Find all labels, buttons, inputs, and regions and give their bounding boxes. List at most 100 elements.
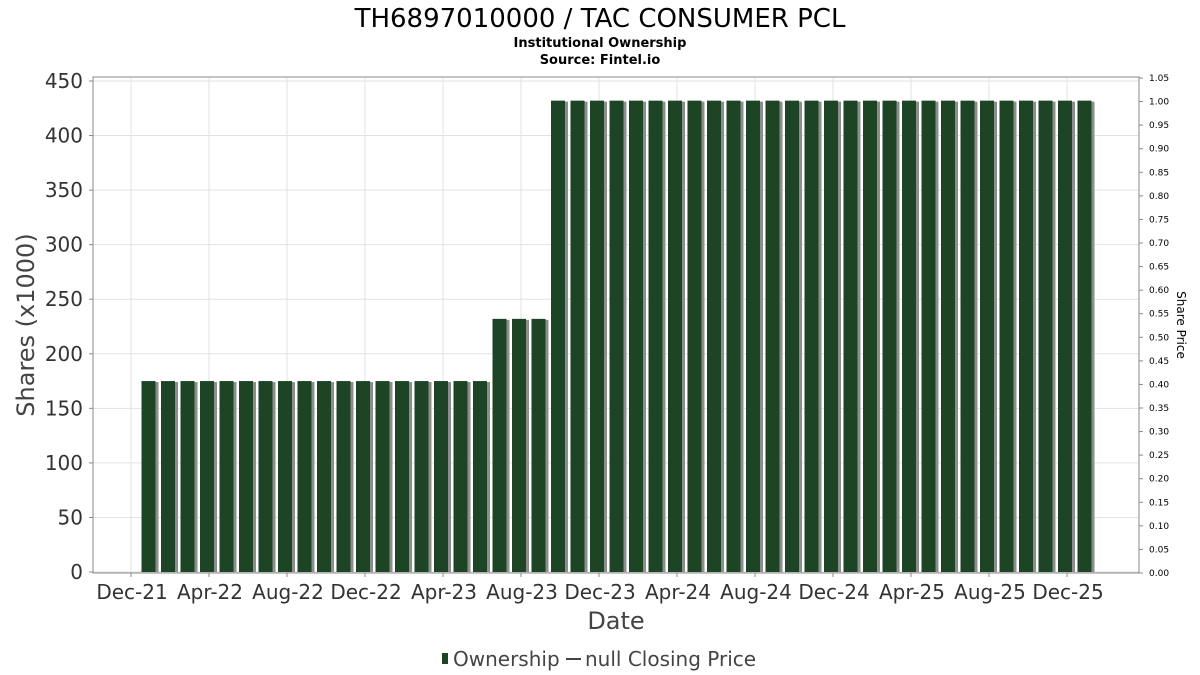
y-tick-label: 300 <box>45 233 83 257</box>
bar-fill <box>824 100 838 572</box>
y2-tick-label: 1.00 <box>1149 98 1169 108</box>
x-tick-label: Apr-24 <box>645 580 711 604</box>
bar-fill <box>531 318 546 572</box>
ownership-bar <box>999 100 1017 572</box>
y-tick-label: 400 <box>45 124 83 148</box>
ownership-bar <box>239 381 256 572</box>
bar-fill <box>687 100 702 572</box>
x-tick-label: Dec-22 <box>330 580 401 604</box>
bar-fill <box>258 381 273 572</box>
ownership-bar <box>609 100 627 572</box>
x-tick-label: Aug-25 <box>954 580 1026 604</box>
ownership-bar <box>804 100 822 572</box>
y2-tick-label: 0.80 <box>1149 192 1169 202</box>
y-axis-label: Shares (x1000) <box>12 233 40 416</box>
legend-ownership-label: Ownership <box>453 647 560 671</box>
ownership-bar <box>570 100 588 572</box>
bar-fill <box>902 100 916 572</box>
ownership-bar <box>278 381 295 572</box>
ownership-bar <box>765 100 783 572</box>
y2-tick-label: 0.05 <box>1149 545 1169 555</box>
ownership-bar <box>551 100 568 572</box>
bar-fill <box>609 100 624 572</box>
ownership-bar <box>258 381 276 572</box>
bar-fill <box>297 381 312 572</box>
bar-fill <box>882 100 897 572</box>
bar-fill <box>239 381 253 572</box>
ownership-bar <box>1058 100 1075 572</box>
bar-fill <box>1077 100 1092 572</box>
ownership-bar <box>414 381 432 572</box>
bar-fill <box>668 100 682 572</box>
y2-tick-label: 0.15 <box>1149 498 1169 508</box>
legend: Ownership null Closing Price <box>442 647 756 671</box>
y2-tick-label: 0.85 <box>1149 168 1169 178</box>
bar-fill <box>960 100 975 572</box>
ownership-bar <box>785 100 802 572</box>
chart-source: Source: Fintel.io <box>540 53 661 68</box>
ownership-bar <box>180 381 198 572</box>
y-tick-label: 0 <box>70 560 83 584</box>
x-tick-label: Aug-22 <box>252 580 324 604</box>
ownership-bars <box>141 100 1095 572</box>
bar-fill <box>765 100 780 572</box>
x-axis-label: Date <box>587 607 644 635</box>
ownership-bar <box>317 381 334 572</box>
ownership-bar <box>434 381 451 572</box>
bar-fill <box>999 100 1014 572</box>
bar-fill <box>453 381 468 572</box>
ownership-bar <box>824 100 841 572</box>
ownership-bar <box>395 381 412 572</box>
x-axis: Dec-21 Apr-22 Aug-22 Dec-22 Apr-23 Aug-23 Dec-… <box>96 573 1104 604</box>
x-tick-label: Dec-21 <box>96 580 167 604</box>
y2-tick-label: 0.70 <box>1149 239 1169 249</box>
x-tick-label: Dec-23 <box>564 580 635 604</box>
ownership-bar <box>648 100 666 572</box>
bar-fill <box>707 100 721 572</box>
y-tick-label: 250 <box>45 287 83 311</box>
ownership-bar <box>1077 100 1095 572</box>
ownership-bar <box>492 318 510 572</box>
bar-fill <box>336 381 351 572</box>
bar-fill <box>570 100 585 572</box>
bar-fill <box>551 100 565 572</box>
chart-title: TH6897010000 / TAC CONSUMER PCL <box>354 4 846 34</box>
bar-fill <box>317 381 331 572</box>
y2-tick-label: 0.95 <box>1149 121 1169 131</box>
ownership-bar <box>941 100 958 572</box>
ownership-bar <box>882 100 900 572</box>
ownership-bar <box>356 381 373 572</box>
x-tick-label: Apr-22 <box>177 580 243 604</box>
ownership-bar <box>707 100 724 572</box>
bar-fill <box>161 381 175 572</box>
y-tick-label: 350 <box>45 178 83 202</box>
bar-fill <box>648 100 663 572</box>
ownership-bar <box>960 100 978 572</box>
bar-fill <box>219 381 234 572</box>
ownership-bar <box>375 381 393 572</box>
x-tick-label: Apr-25 <box>879 580 945 604</box>
ownership-bar <box>200 381 217 572</box>
bar-fill <box>395 381 409 572</box>
y2-tick-label: 0.60 <box>1149 286 1169 296</box>
y-tick-label: 50 <box>58 505 83 529</box>
ownership-bar <box>297 381 315 572</box>
y2-tick-label: 0.55 <box>1149 310 1169 320</box>
y-tick-label: 200 <box>45 342 83 366</box>
x-tick-label: Aug-23 <box>486 580 558 604</box>
ownership-bar <box>980 100 997 572</box>
bar-fill <box>278 381 292 572</box>
ownership-bar <box>746 100 763 572</box>
ownership-bar <box>902 100 919 572</box>
y2-tick-label: 0.90 <box>1149 145 1169 155</box>
ownership-bar <box>219 381 237 572</box>
y2-tick-label: 0.35 <box>1149 404 1169 414</box>
chart-subtitle: Institutional Ownership <box>514 36 687 51</box>
ownership-bar <box>531 318 549 572</box>
bar-fill <box>492 318 507 572</box>
bar-fill <box>512 318 526 572</box>
bar-fill <box>843 100 858 572</box>
ownership-bar <box>141 381 159 572</box>
bar-fill <box>1019 100 1033 572</box>
